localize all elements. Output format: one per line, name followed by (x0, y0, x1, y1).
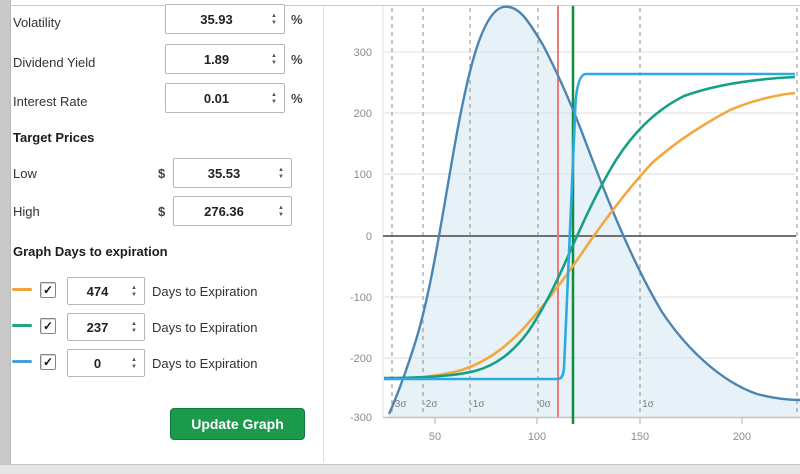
svg-text:-3σ: -3σ (391, 399, 407, 410)
payoff-curve-474 (383, 91, 796, 381)
distribution-curve (387, 5, 800, 415)
check-icon: ✓ (42, 355, 54, 369)
top-divider (10, 5, 800, 6)
series-checkbox-0[interactable]: ✓ (40, 354, 56, 370)
low-price-stepper[interactable]: ▲ ▼ (274, 167, 291, 180)
dividend-yield-stepper[interactable]: ▲ ▼ (267, 53, 284, 66)
x-axis-ticks (434, 418, 743, 424)
svg-text:100: 100 (354, 169, 372, 181)
high-price-stepper[interactable]: ▲ ▼ (274, 205, 291, 218)
low-price-value[interactable]: 35.53 (207, 165, 241, 181)
update-graph-button[interactable]: Update Graph (170, 408, 305, 440)
interest-rate-unit: % (291, 91, 303, 106)
step-down-icon[interactable]: ▼ (131, 291, 137, 298)
svg-text:-1σ: -1σ (469, 399, 485, 410)
volatility-label: Volatility (13, 15, 61, 30)
svg-text:0σ: 0σ (539, 399, 552, 410)
low-price-input[interactable]: 35.53 ▲ ▼ (173, 158, 292, 188)
series-checkbox-237[interactable]: ✓ (40, 318, 56, 334)
days-value-474[interactable]: 474 (86, 283, 109, 299)
step-up-icon[interactable]: ▲ (131, 320, 137, 327)
days-value-0[interactable]: 0 (93, 355, 102, 371)
interest-rate-input[interactable]: 0.01 ▲ ▼ (165, 83, 285, 113)
dividend-yield-value[interactable]: 1.89 (203, 51, 230, 67)
step-up-icon[interactable]: ▲ (271, 91, 277, 98)
payoff-curve-0 (384, 72, 795, 381)
svg-text:-2σ: -2σ (422, 399, 438, 410)
svg-text:300: 300 (354, 47, 372, 59)
distribution-fill (389, 6, 800, 418)
high-currency: $ (158, 204, 166, 219)
svg-text:-300: -300 (350, 412, 372, 424)
svg-text:100: 100 (528, 431, 546, 443)
check-icon: ✓ (42, 319, 54, 333)
days-label-0: Days to Expiration (152, 356, 258, 371)
left-scrollbar-strip[interactable] (0, 0, 11, 474)
x-tick-labels: 50 100 150 200 (429, 431, 751, 443)
low-currency: $ (158, 166, 166, 181)
interest-rate-stepper[interactable]: ▲ ▼ (267, 92, 284, 105)
high-label: High (13, 204, 40, 219)
svg-text:200: 200 (733, 431, 751, 443)
graph-days-heading: Graph Days to expiration (13, 244, 168, 259)
days-input-474[interactable]: 474 ▲ ▼ (67, 277, 145, 305)
step-down-icon[interactable]: ▼ (271, 59, 277, 66)
svg-text:150: 150 (631, 431, 649, 443)
days-input-237[interactable]: 237 ▲ ▼ (67, 313, 145, 341)
volatility-stepper[interactable]: ▲ ▼ (267, 13, 284, 26)
svg-text:-200: -200 (350, 353, 372, 365)
high-price-input[interactable]: 276.36 ▲ ▼ (173, 196, 292, 226)
days-stepper-237[interactable]: ▲ ▼ (127, 321, 144, 334)
series-color-key-474 (12, 288, 32, 291)
days-value-237[interactable]: 237 (86, 319, 109, 335)
step-up-icon[interactable]: ▲ (131, 284, 137, 291)
volatility-unit: % (291, 12, 303, 27)
panel-chart-divider (323, 6, 324, 462)
series-color-key-237 (12, 324, 32, 327)
payoff-curve-237 (383, 75, 796, 380)
sigma-labels: -3σ -2σ -1σ 0σ 1σ (391, 399, 654, 410)
check-icon: ✓ (42, 283, 54, 297)
step-down-icon[interactable]: ▼ (131, 363, 137, 370)
step-down-icon[interactable]: ▼ (131, 327, 137, 334)
days-stepper-474[interactable]: ▲ ▼ (127, 285, 144, 298)
days-label-474: Days to Expiration (152, 284, 258, 299)
step-down-icon[interactable]: ▼ (278, 173, 284, 180)
volatility-input[interactable]: 35.93 ▲ ▼ (165, 4, 285, 34)
interest-rate-value[interactable]: 0.01 (203, 90, 230, 106)
series-checkbox-474[interactable]: ✓ (40, 282, 56, 298)
step-down-icon[interactable]: ▼ (278, 211, 284, 218)
step-up-icon[interactable]: ▲ (278, 204, 284, 211)
step-up-icon[interactable]: ▲ (271, 12, 277, 19)
days-input-0[interactable]: 0 ▲ ▼ (67, 349, 145, 377)
svg-text:0: 0 (366, 231, 372, 243)
dividend-yield-input[interactable]: 1.89 ▲ ▼ (165, 44, 285, 74)
dividend-yield-label: Dividend Yield (13, 55, 96, 70)
svg-text:1σ: 1σ (642, 399, 655, 410)
bottom-scrollbar-band[interactable] (0, 464, 800, 474)
interest-rate-label: Interest Rate (13, 94, 88, 109)
payoff-chart: 300 200 100 0 -100 -200 -300 50 100 150 … (350, 5, 800, 443)
step-up-icon[interactable]: ▲ (278, 166, 284, 173)
svg-text:200: 200 (354, 108, 372, 120)
y-tick-labels: 300 200 100 0 -100 -200 -300 (350, 47, 372, 424)
step-down-icon[interactable]: ▼ (271, 98, 277, 105)
dividend-yield-unit: % (291, 52, 303, 67)
svg-text:-100: -100 (350, 292, 372, 304)
days-label-237: Days to Expiration (152, 320, 258, 335)
step-up-icon[interactable]: ▲ (271, 52, 277, 59)
svg-text:50: 50 (429, 431, 441, 443)
target-prices-heading: Target Prices (13, 130, 95, 145)
step-up-icon[interactable]: ▲ (131, 356, 137, 363)
volatility-value[interactable]: 35.93 (200, 11, 233, 27)
high-price-value[interactable]: 276.36 (204, 203, 244, 219)
low-label: Low (13, 166, 37, 181)
days-stepper-0[interactable]: ▲ ▼ (127, 357, 144, 370)
series-color-key-0 (12, 360, 32, 363)
step-down-icon[interactable]: ▼ (271, 19, 277, 26)
